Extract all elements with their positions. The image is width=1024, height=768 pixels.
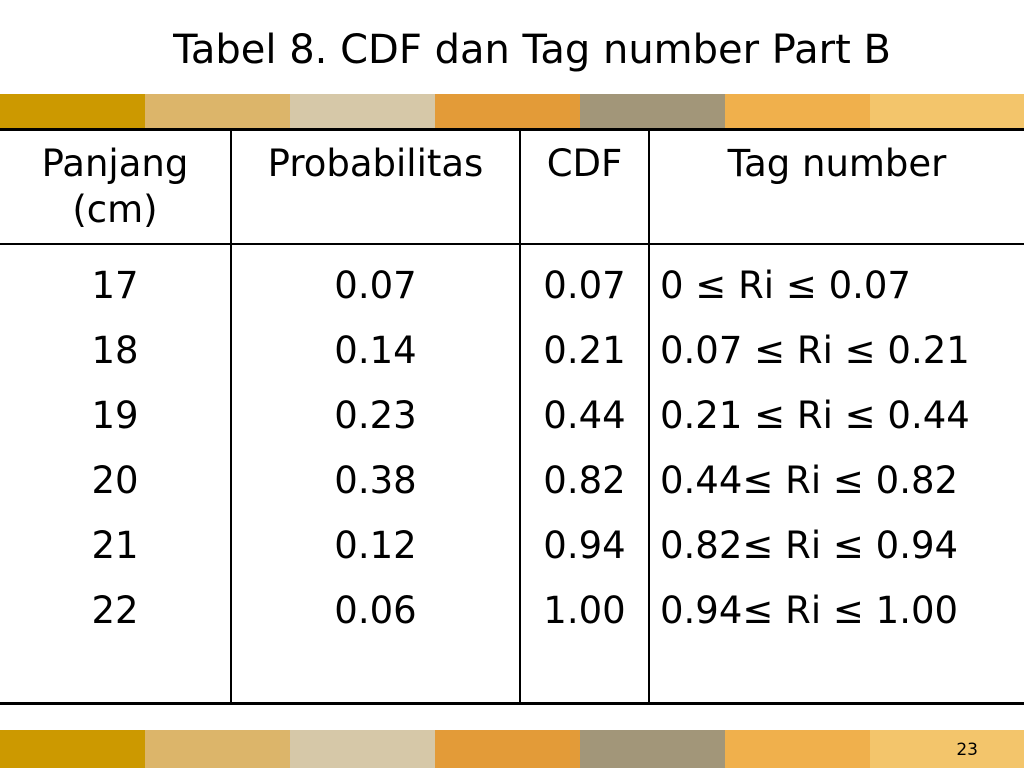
panjang-value: 19 bbox=[91, 393, 139, 437]
decorative-band-bottom bbox=[0, 730, 1024, 768]
tag-number-value: 0 ≤ Ri ≤ 0.07 bbox=[660, 263, 911, 307]
tag-number-value: 0.44≤ Ri ≤ 0.82 bbox=[660, 458, 959, 502]
slide-number: 23 bbox=[956, 740, 978, 760]
band-segment bbox=[0, 94, 145, 132]
band-segment bbox=[290, 94, 435, 132]
table-header-row: Panjang (cm) Probabilitas CDF Tag number bbox=[0, 129, 1024, 245]
band-segment bbox=[0, 730, 145, 768]
tag-number-value: 0.82≤ Ri ≤ 0.94 bbox=[660, 523, 959, 567]
panjang-column: 17 18 19 20 21 22 bbox=[0, 243, 232, 704]
panjang-value: 20 bbox=[91, 458, 139, 502]
probabilitas-column: 0.07 0.14 0.23 0.38 0.12 0.06 bbox=[230, 243, 521, 704]
band-segment bbox=[580, 730, 725, 768]
cdf-value: 0.94 bbox=[543, 523, 626, 567]
probabilitas-value: 0.14 bbox=[334, 328, 417, 372]
header-panjang: Panjang (cm) bbox=[0, 129, 232, 245]
cdf-value: 0.82 bbox=[543, 458, 626, 502]
probabilitas-value: 0.07 bbox=[334, 263, 417, 307]
panjang-value: 21 bbox=[91, 523, 139, 567]
header-probabilitas: Probabilitas bbox=[230, 129, 521, 245]
cdf-value: 1.00 bbox=[543, 588, 626, 632]
band-segment bbox=[145, 730, 290, 768]
cdf-value: 0.07 bbox=[543, 263, 626, 307]
cdf-column: 0.07 0.21 0.44 0.82 0.94 1.00 bbox=[519, 243, 650, 704]
slide-title: Tabel 8. CDF dan Tag number Part B bbox=[173, 27, 891, 73]
probabilitas-value: 0.12 bbox=[334, 523, 417, 567]
cdf-value: 0.44 bbox=[543, 393, 626, 437]
table-body-row: 17 18 19 20 21 22 0.07 0.14 0.23 0.38 0.… bbox=[0, 243, 1024, 704]
tag-number-column: 0 ≤ Ri ≤ 0.07 0.07 ≤ Ri ≤ 0.21 0.21 ≤ Ri… bbox=[648, 243, 1024, 704]
probabilitas-value: 0.38 bbox=[334, 458, 417, 502]
band-segment bbox=[725, 94, 870, 132]
band-segment bbox=[870, 730, 1024, 768]
band-segment bbox=[145, 94, 290, 132]
band-segment bbox=[435, 730, 580, 768]
band-segment bbox=[725, 730, 870, 768]
tag-number-value: 0.94≤ Ri ≤ 1.00 bbox=[660, 588, 959, 632]
header-panjang-line1: Panjang bbox=[41, 142, 189, 185]
probabilitas-value: 0.06 bbox=[334, 588, 417, 632]
band-segment bbox=[435, 94, 580, 132]
panjang-value: 18 bbox=[91, 328, 139, 372]
decorative-band-top bbox=[0, 94, 1024, 132]
tag-number-value: 0.07 ≤ Ri ≤ 0.21 bbox=[660, 328, 970, 372]
panjang-value: 17 bbox=[91, 263, 139, 307]
band-segment bbox=[580, 94, 725, 132]
band-segment bbox=[290, 730, 435, 768]
header-panjang-line2: (cm) bbox=[72, 188, 158, 231]
header-tag-number: Tag number bbox=[648, 129, 1024, 245]
band-segment bbox=[870, 94, 1024, 132]
cdf-value: 0.21 bbox=[543, 328, 626, 372]
probabilitas-value: 0.23 bbox=[334, 393, 417, 437]
header-cdf: CDF bbox=[519, 129, 650, 245]
tag-number-value: 0.21 ≤ Ri ≤ 0.44 bbox=[660, 393, 970, 437]
panjang-value: 22 bbox=[91, 588, 139, 632]
cdf-table: Panjang (cm) Probabilitas CDF Tag number… bbox=[0, 128, 1024, 705]
